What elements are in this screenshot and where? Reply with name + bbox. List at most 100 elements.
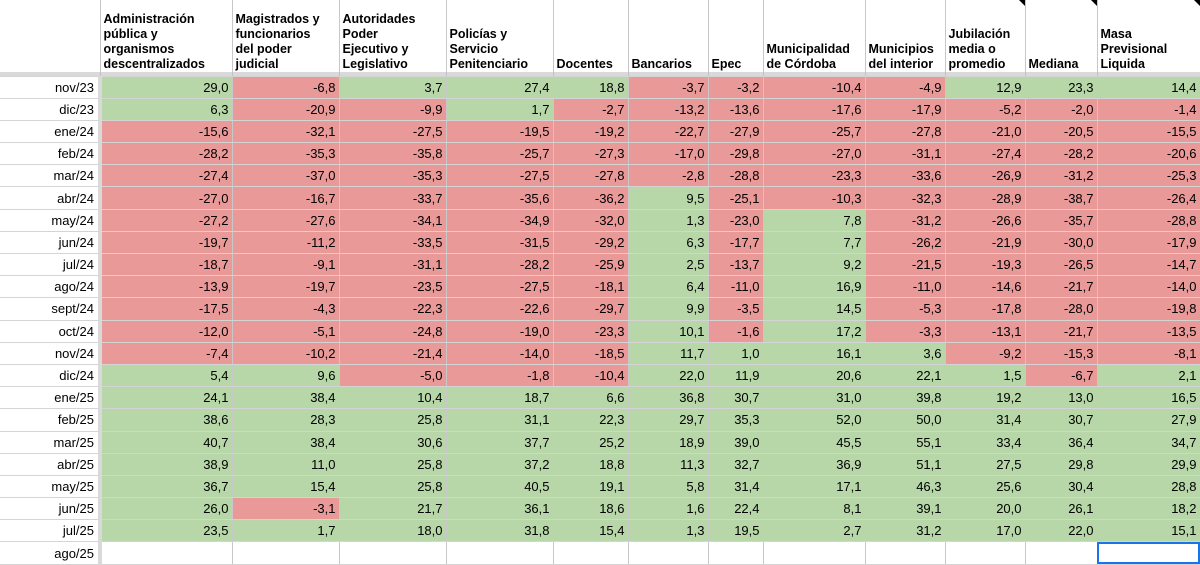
data-cell[interactable]: 22,1 [865,364,946,388]
data-cell[interactable]: 1,7 [446,98,554,121]
row-label[interactable]: may/24 [0,209,102,232]
data-cell[interactable]: 9,6 [232,364,340,388]
data-cell[interactable]: -31,1 [865,142,946,166]
data-cell[interactable]: 18,0 [339,519,447,543]
data-cell[interactable]: -13,9 [100,275,233,299]
data-cell[interactable]: -6,7 [1025,364,1098,388]
data-cell[interactable]: 20,6 [763,364,866,388]
data-cell[interactable]: 18,8 [553,453,629,476]
data-cell[interactable]: -19,2 [553,120,629,144]
data-cell[interactable]: -5,2 [945,98,1026,121]
data-cell[interactable]: 26,1 [1025,497,1098,521]
data-cell[interactable]: -14,7 [1097,253,1200,277]
data-cell[interactable]: -10,4 [763,76,866,99]
data-cell[interactable]: -20,9 [232,98,340,121]
data-cell[interactable]: -29,2 [553,231,629,255]
data-cell[interactable]: 26,0 [100,497,233,521]
data-cell[interactable]: -19,7 [100,231,233,255]
data-cell[interactable]: 30,6 [339,431,447,454]
data-cell[interactable]: -32,1 [232,120,340,144]
data-cell[interactable]: 16,1 [763,342,866,365]
data-cell[interactable]: 38,4 [232,431,340,454]
data-cell[interactable] [1025,541,1098,565]
data-cell[interactable]: 12,9 [945,76,1026,99]
data-cell[interactable]: 40,5 [446,475,554,499]
data-cell[interactable]: -17,7 [708,231,764,255]
data-cell[interactable] [945,541,1026,565]
data-cell[interactable]: -19,5 [446,120,554,144]
data-cell[interactable]: 5,8 [628,475,709,499]
data-cell[interactable]: -17,8 [945,297,1026,321]
data-cell[interactable]: -25,1 [708,186,764,210]
data-cell[interactable]: 38,4 [232,386,340,410]
data-cell[interactable]: -18,5 [553,342,629,365]
col-header[interactable]: Municipalidad de Córdoba [763,0,866,72]
row-label[interactable]: feb/24 [0,142,102,166]
data-cell[interactable]: -27,6 [232,209,340,232]
data-cell[interactable]: -3,5 [708,297,764,321]
data-cell[interactable]: 9,9 [628,297,709,321]
data-cell[interactable]: -26,4 [1097,186,1200,210]
data-cell[interactable]: 17,1 [763,475,866,499]
row-label[interactable]: ago/24 [0,275,102,299]
data-cell[interactable]: 45,5 [763,431,866,454]
data-cell[interactable]: -13,7 [708,253,764,277]
data-cell[interactable]: -29,7 [553,297,629,321]
col-header[interactable]: Autoridades Poder Ejecutivo y Legislativ… [339,0,447,72]
data-cell[interactable]: -27,8 [553,164,629,188]
data-cell[interactable]: 27,4 [446,76,554,99]
data-cell[interactable]: -26,9 [945,164,1026,188]
data-cell[interactable]: 19,5 [708,519,764,543]
data-cell[interactable] [553,541,629,565]
data-cell[interactable]: -10,3 [763,186,866,210]
data-cell[interactable]: -27,2 [100,209,233,232]
data-cell[interactable]: 36,7 [100,475,233,499]
data-cell[interactable]: 15,4 [232,475,340,499]
data-cell[interactable]: -14,6 [945,275,1026,299]
data-cell[interactable]: 16,5 [1097,386,1200,410]
data-cell[interactable]: -3,7 [628,76,709,99]
data-cell[interactable]: 14,4 [1097,76,1200,99]
data-cell[interactable]: -22,6 [446,297,554,321]
data-cell[interactable]: 18,9 [628,431,709,454]
data-cell[interactable] [865,541,946,565]
row-label[interactable]: may/25 [0,475,102,499]
data-cell[interactable]: 30,7 [708,386,764,410]
data-cell[interactable]: -34,9 [446,209,554,232]
data-cell[interactable]: -28,8 [1097,209,1200,232]
col-header[interactable]: Jubilación media o promedio [945,0,1026,72]
data-cell[interactable]: -35,8 [339,142,447,166]
row-label[interactable]: sept/24 [0,297,102,321]
col-header[interactable]: Masa Previsional Liquida [1097,0,1200,72]
data-cell[interactable]: 11,3 [628,453,709,476]
data-cell[interactable]: -17,6 [763,98,866,121]
data-cell[interactable]: 33,4 [945,431,1026,454]
data-cell[interactable]: -31,2 [865,209,946,232]
data-cell[interactable]: -27,8 [865,120,946,144]
data-cell[interactable]: 21,7 [339,497,447,521]
data-cell[interactable]: 6,3 [628,231,709,255]
data-cell[interactable]: -36,2 [553,186,629,210]
col-header[interactable]: Administración pública y organismos desc… [100,0,233,72]
data-cell[interactable]: 38,9 [100,453,233,476]
data-cell[interactable]: -3,2 [708,76,764,99]
row-label[interactable]: dic/24 [0,364,102,388]
data-cell[interactable]: -9,9 [339,98,447,121]
data-cell[interactable] [763,541,866,565]
data-cell[interactable]: -8,1 [1097,342,1200,365]
data-cell[interactable]: 31,0 [763,386,866,410]
data-cell[interactable]: 30,4 [1025,475,1098,499]
data-cell[interactable]: -11,2 [232,231,340,255]
data-cell[interactable]: -4,3 [232,297,340,321]
data-cell[interactable]: -3,3 [865,320,946,343]
data-cell[interactable]: -11,0 [865,275,946,299]
data-cell[interactable]: 24,1 [100,386,233,410]
data-cell[interactable]: 11,9 [708,364,764,388]
data-cell[interactable]: -25,7 [763,120,866,144]
col-header[interactable]: Bancarios [628,0,709,72]
data-cell[interactable]: 22,3 [553,408,629,432]
data-cell[interactable]: 9,2 [763,253,866,277]
col-header[interactable]: Docentes [553,0,629,72]
data-cell[interactable]: -30,0 [1025,231,1098,255]
data-cell[interactable]: -35,3 [339,164,447,188]
